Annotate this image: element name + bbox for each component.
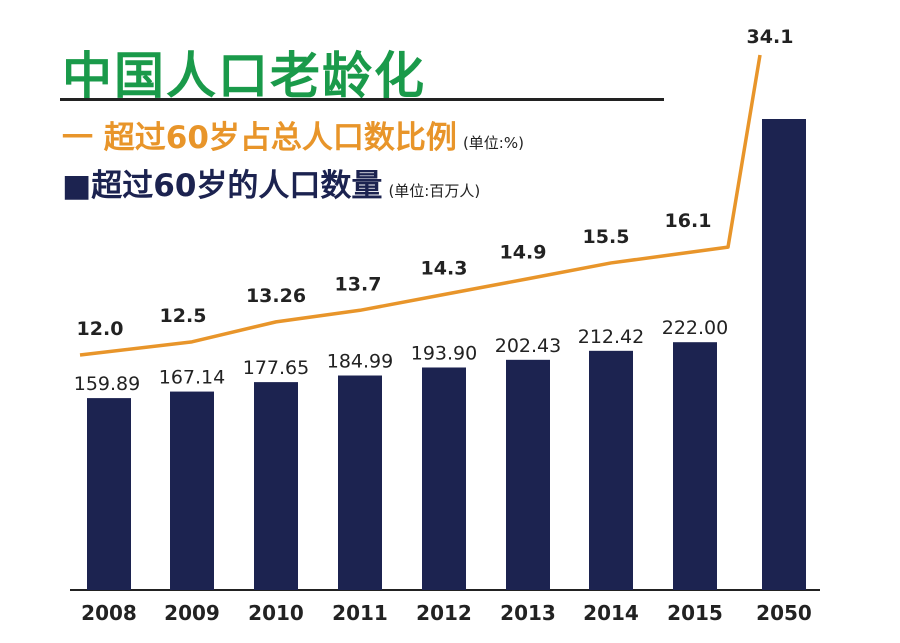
bar-2015 [673,342,717,590]
bar-label-2009: 167.14 [159,367,225,389]
line-label-2008: 12.0 [77,318,124,340]
legend-line: 一 超过60岁占总人口数比例 (单位:%) [62,112,524,157]
bar-label-2008: 159.89 [74,373,140,395]
line-label-2010: 13.26 [246,285,306,307]
line-label-2012: 14.3 [421,258,468,280]
x-tick-2012: 2012 [416,601,472,625]
line-label-2014: 15.5 [583,226,630,248]
bar-2009 [170,391,214,590]
x-tick-2015: 2015 [667,601,723,625]
legend-line-unit: (单位:%) [462,134,524,152]
legend-bar-label: 超过60岁的人口数量 [91,168,383,204]
bar-label-2012: 193.90 [411,342,477,364]
bar-2011 [338,375,382,590]
x-tick-2010: 2010 [248,601,304,625]
x-tick-2008: 2008 [81,601,137,625]
line-label-2009: 12.5 [160,305,207,327]
ratio-line [79,54,762,357]
bar-label-2014: 212.42 [578,326,644,348]
bar-label-2013: 202.43 [495,335,561,357]
line-label-2013: 14.9 [500,242,547,264]
line-label-2050: 34.1 [747,26,794,48]
line-label-2015: 16.1 [665,210,712,232]
bar-2050 [762,119,806,590]
legend-bar-unit: (单位:百万人) [388,182,481,200]
x-tick-2011: 2011 [332,601,388,625]
x-tick-2013: 2013 [500,601,556,625]
bar-2013 [506,359,550,590]
bar-2008 [87,398,131,590]
legend-line-label: 超过60岁占总人口数比例 [103,120,457,156]
bar-2010 [254,382,298,590]
line-label-2011: 13.7 [335,273,382,295]
title-divider [60,98,664,101]
x-tick-2050: 2050 [756,601,812,625]
legend-bar: ■超过60岁的人口数量 (单位:百万人) [62,160,480,205]
legend-bar-swatch: ■ [62,168,92,204]
legend-line-swatch: 一 [62,120,104,156]
bar-label-2011: 184.99 [327,351,393,373]
bar-label-2010: 177.65 [243,357,309,379]
chart-title: 中国人口老龄化 [62,47,426,105]
x-tick-2009: 2009 [164,601,220,625]
bar-2014 [589,350,633,590]
bar-label-2015: 222.00 [662,317,728,339]
x-tick-2014: 2014 [583,601,639,625]
bar-2012 [422,367,466,590]
